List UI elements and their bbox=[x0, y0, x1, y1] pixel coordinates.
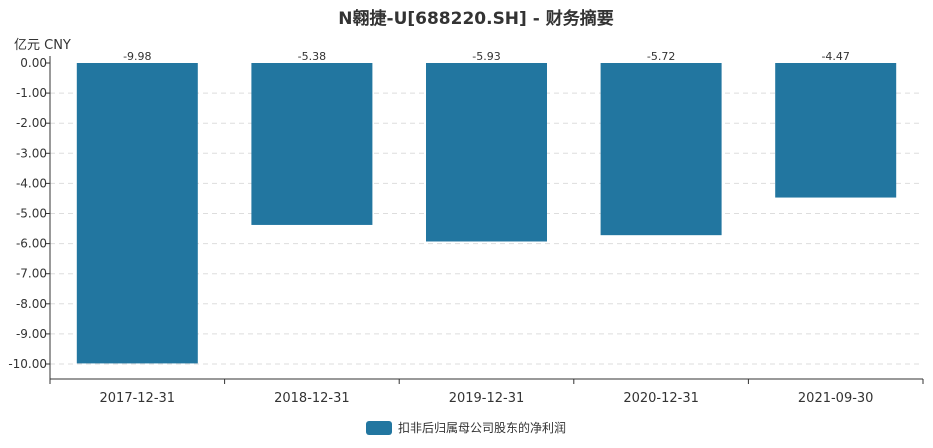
bar[interactable] bbox=[775, 63, 897, 198]
bar[interactable] bbox=[251, 63, 373, 225]
x-tick-label: 2019-12-31 bbox=[449, 391, 525, 406]
data-label: -5.93 bbox=[472, 50, 500, 63]
x-tick-label: 2018-12-31 bbox=[274, 391, 350, 406]
x-tick-label: 2020-12-31 bbox=[623, 391, 699, 406]
legend-label[interactable]: 扣非后归属母公司股东的净利润 bbox=[398, 420, 566, 435]
bar[interactable] bbox=[600, 63, 722, 236]
y-tick-label: -1.00 bbox=[16, 86, 47, 100]
labels: 0.00 -1.00 -2.00 -3.00 -4.00 -5.00 -6.00 -7.00 -… bbox=[8, 50, 873, 406]
y-tick-label: 0.00 bbox=[20, 56, 47, 70]
y-axis-unit-label: 亿元 CNY bbox=[14, 38, 71, 53]
bars bbox=[76, 63, 897, 364]
x-tick-label: 2017-12-31 bbox=[100, 391, 176, 406]
legend[interactable]: 扣非后归属母公司股东的净利润 bbox=[366, 420, 566, 435]
data-label: -5.72 bbox=[647, 50, 675, 63]
data-label: -5.38 bbox=[298, 50, 326, 63]
bar[interactable] bbox=[426, 63, 547, 242]
y-tick-label: -9.00 bbox=[16, 327, 47, 341]
y-tick-label: -7.00 bbox=[16, 267, 47, 281]
axes bbox=[45, 56, 924, 384]
y-tick-label: -2.00 bbox=[16, 116, 47, 130]
y-tick-label: -6.00 bbox=[16, 237, 47, 251]
bar[interactable] bbox=[76, 63, 198, 364]
chart-title: N翱捷-U[688220.SH] - 财务摘要 bbox=[338, 8, 613, 29]
y-tick-label: -8.00 bbox=[16, 297, 47, 311]
y-tick-label: -4.00 bbox=[16, 176, 47, 190]
y-tick-label: -10.00 bbox=[8, 357, 47, 371]
y-tick-label: -5.00 bbox=[16, 207, 47, 221]
x-tick-label: 2021-09-30 bbox=[798, 391, 874, 406]
data-label: -9.98 bbox=[123, 50, 151, 63]
data-label: -4.47 bbox=[821, 50, 849, 63]
y-tick-label: -3.00 bbox=[16, 146, 47, 160]
legend-swatch[interactable] bbox=[366, 421, 392, 435]
